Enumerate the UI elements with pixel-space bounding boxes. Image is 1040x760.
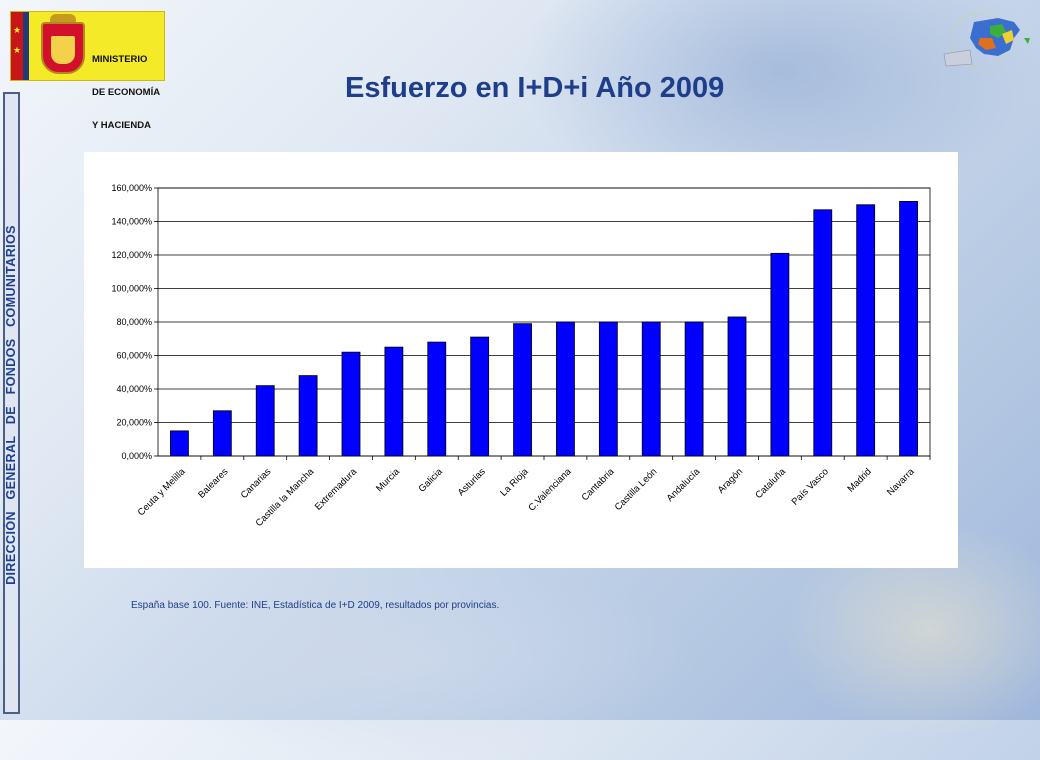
bar: [770, 252, 790, 457]
x-category-label: Navarra: [885, 466, 917, 498]
y-tick-label: 40,000%: [116, 384, 152, 394]
source-footnote: España base 100. Fuente: INE, Estadístic…: [131, 600, 500, 611]
bar: [727, 316, 747, 457]
y-tick-label: 0,000%: [121, 451, 152, 461]
bar: [384, 346, 404, 457]
chart-canvas: 0,000% 20,000% 40,000% 60,000% 80,000% 100,00…: [111, 183, 931, 529]
x-category-label: Murcia: [374, 466, 402, 494]
bar-chart: 0,000% 20,000% 40,000% 60,000% 80,000% 100,00…: [84, 152, 958, 568]
x-category-label: Ceuta y Melilla: [136, 466, 188, 518]
background-glow: [100, 560, 700, 760]
ministry-name-line: DE ECONOMÍA: [92, 87, 161, 98]
y-tick-label: 120,000%: [111, 250, 152, 260]
x-category-label: Andalucía: [665, 466, 703, 504]
x-category-label: Canarias: [239, 466, 274, 501]
x-category-label: País Vasco: [790, 466, 831, 507]
eu-spain-map-logo: [943, 11, 1030, 69]
y-tick-label: 160,000%: [111, 183, 152, 193]
ministry-coat-of-arms-logo: ★ ★ MINISTERIO DE ECONOMÍA Y HACIENDA: [10, 11, 165, 131]
x-category-label: La Rioja: [498, 466, 531, 499]
bar: [899, 201, 918, 457]
bar: [427, 341, 447, 457]
y-tick-label: 140,000%: [111, 217, 152, 227]
bar: [513, 323, 532, 457]
y-tick-label: 80,000%: [116, 317, 152, 327]
side-banner-text: DIRECCIÓN GENERAL DE FONDOS COMUNITARIOS: [4, 225, 18, 585]
x-category-label: Extremadura: [313, 466, 360, 513]
side-banner: [3, 92, 20, 714]
bar: [684, 321, 704, 457]
x-category-label: Castilla León: [613, 466, 660, 513]
bar: [556, 321, 575, 457]
bar: [813, 209, 833, 457]
bar: [856, 204, 876, 457]
x-category-label: C.Valenciana: [526, 466, 574, 514]
x-category-label: Cantabria: [580, 466, 617, 503]
x-category-label: Asturias: [456, 466, 488, 498]
bar: [470, 336, 490, 457]
bar: [212, 410, 232, 457]
x-category-label: Madrid: [845, 466, 873, 494]
y-tick-label: 60,000%: [116, 351, 152, 361]
y-tick-label: 100,000%: [111, 284, 152, 294]
ministry-name-line: MINISTERIO: [92, 54, 148, 65]
x-category-label: Baleares: [196, 466, 230, 500]
x-category-label: Galicia: [417, 466, 446, 495]
bar: [298, 375, 318, 457]
ministry-name-line: Y HACIENDA: [92, 120, 151, 131]
page-title: Esfuerzo en I+D+i Año 2009: [345, 72, 725, 104]
x-category-label: Cataluña: [753, 466, 788, 501]
x-category-label: Aragón: [716, 466, 745, 495]
bar: [598, 321, 618, 457]
bar: [255, 385, 275, 457]
y-tick-label: 20,000%: [116, 418, 152, 428]
bar: [170, 430, 189, 457]
bar: [641, 321, 661, 457]
bar: [341, 351, 361, 457]
